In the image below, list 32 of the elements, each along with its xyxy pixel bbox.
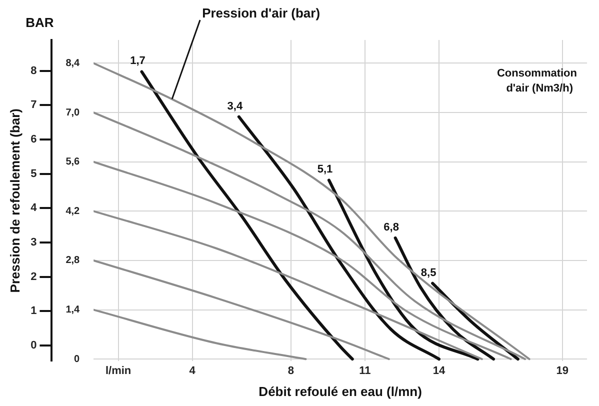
x-axis-title: Débit refoulé en eau (l/mn) [258,384,422,399]
series-label: 3,4 [227,100,244,112]
y2-tick-label: 8,4 [66,58,80,69]
y2-tick-label: 5,6 [66,156,80,168]
y-tick-label: 2 [30,270,37,283]
series-label: 5,1 [317,164,333,176]
y2-tick-label: 4,2 [66,206,80,217]
annotation: Pression d'air (bar) [202,6,320,21]
y-tick-label: 1 [30,305,37,318]
series-label: 6,8 [384,221,399,234]
x-tick-label: 11 [359,364,371,377]
y2-tick-label: 0 [74,354,80,365]
y-tick-label: 3 [30,236,37,248]
y-axis-title: Pression de refoulement (bar) [7,108,22,293]
y-tick-label: 7 [30,99,37,112]
y-tick-label: 8 [30,64,37,77]
x-tick-label: 19 [556,364,568,377]
x-tick-label: 4 [189,364,196,377]
y2-tick-label: 7,0 [66,107,80,118]
x-tick-label: 14 [432,364,446,377]
y2-tick-label: 2,8 [66,255,80,266]
y-tick-label: 6 [30,134,37,146]
x-tick-label: l/min [105,364,132,377]
x-tick-label: 8 [288,364,294,377]
y-tick-label: 4 [30,202,38,214]
series-label: 1,7 [130,55,146,68]
y2-tick-label: 1,4 [66,304,80,316]
series-label: 8,5 [420,266,436,279]
y-tick-label: 5 [30,168,37,180]
y-tick-label: 0 [30,339,37,352]
text: BAR [26,15,54,30]
annotation: Consommation d'air (Nm3/h) [496,68,578,95]
